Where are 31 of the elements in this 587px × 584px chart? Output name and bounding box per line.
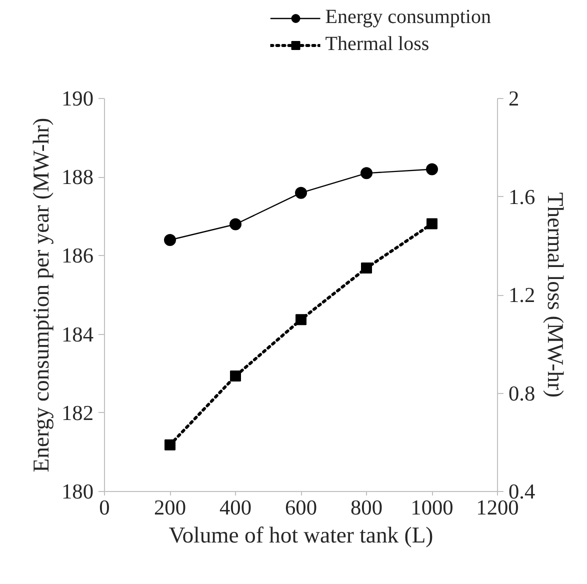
y-axis-title: Energy consumption per year (MW-hr)	[28, 118, 54, 472]
x-tick-label: 1000	[410, 496, 454, 520]
y-tick-label: 184	[62, 322, 94, 346]
point	[296, 314, 306, 326]
y-tick-label: 180	[62, 480, 94, 504]
x-tick-label: 600	[285, 496, 318, 520]
x-tick-label: 800	[350, 496, 383, 520]
y-tick-label: 186	[62, 244, 94, 268]
y2-tick-label: 0.8	[508, 381, 536, 406]
legend-label: Thermal loss	[325, 33, 430, 56]
y2-tick-label: 1.2	[508, 283, 536, 307]
point	[164, 234, 176, 246]
x-axis-title: Volume of hot water tank (L)	[168, 522, 434, 548]
y2-tick-label: 1.6	[508, 184, 536, 209]
point	[426, 218, 438, 230]
point	[360, 167, 372, 180]
y-tick-label: 188	[62, 165, 94, 190]
legend-label: Energy consumption	[325, 6, 491, 29]
y2-tick-label: 2	[508, 86, 520, 110]
point	[426, 163, 438, 176]
point	[361, 262, 372, 274]
y-tick-label: 182	[62, 400, 94, 425]
y-tick-label: 190	[62, 86, 94, 110]
point	[230, 370, 241, 382]
point	[295, 186, 307, 199]
x-tick-label: 400	[220, 496, 252, 520]
point	[230, 218, 242, 230]
x-tick-label: 200	[154, 496, 186, 520]
point	[164, 439, 176, 450]
y2-axis-title: Thermal loss (MW-hr)	[543, 192, 568, 398]
x-tick-label: 0	[99, 496, 110, 520]
